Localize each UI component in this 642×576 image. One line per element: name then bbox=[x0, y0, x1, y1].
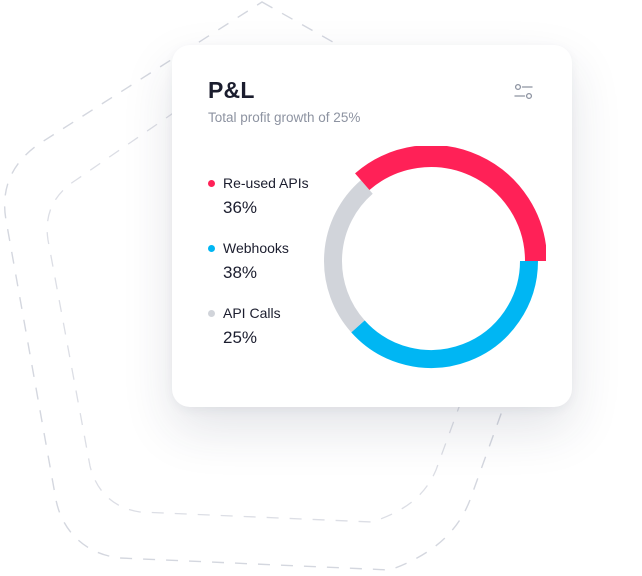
donut-chart bbox=[324, 146, 546, 368]
donut-slice-api-calls bbox=[324, 180, 373, 333]
pl-card: P&L Total profit growth of 25% Re-used A… bbox=[172, 45, 572, 407]
filter-button[interactable] bbox=[512, 81, 536, 103]
donut-slice-reused-apis bbox=[355, 146, 546, 262]
legend-dot bbox=[208, 245, 215, 252]
card-title: P&L bbox=[208, 77, 255, 103]
legend-dot bbox=[208, 180, 215, 187]
legend-label: Re-used APIs bbox=[223, 175, 309, 191]
legend-value: 38% bbox=[223, 263, 258, 282]
legend-label: Webhooks bbox=[223, 240, 289, 256]
donut-slice-webhooks bbox=[351, 260, 538, 368]
legend-label: API Calls bbox=[223, 305, 281, 321]
legend-value: 25% bbox=[223, 328, 258, 347]
legend-value: 36% bbox=[223, 198, 258, 217]
legend-dot bbox=[208, 310, 215, 317]
sliders-icon bbox=[514, 83, 533, 100]
card-subtitle: Total profit growth of 25% bbox=[208, 110, 361, 125]
